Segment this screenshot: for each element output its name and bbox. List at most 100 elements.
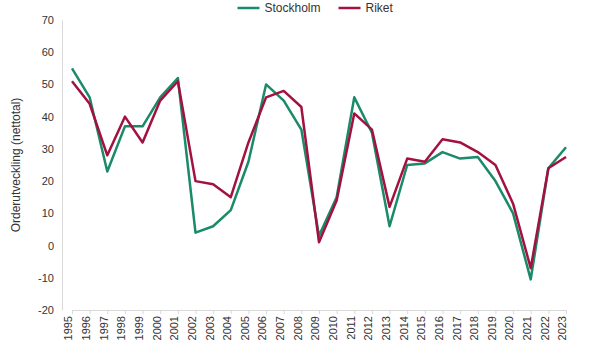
x-tick-label: 2001 bbox=[168, 316, 180, 340]
x-tick: 2009 bbox=[309, 310, 321, 340]
x-tick: 2001 bbox=[168, 310, 180, 340]
x-tick: 1998 bbox=[115, 310, 127, 340]
x-tick-mark bbox=[513, 310, 514, 314]
x-tick-mark bbox=[196, 310, 197, 314]
x-tick: 1999 bbox=[133, 310, 145, 340]
x-tick: 1996 bbox=[80, 310, 92, 340]
x-tick-mark bbox=[337, 310, 338, 314]
x-tick-label: 2016 bbox=[433, 316, 445, 340]
legend-label: Riket bbox=[366, 1, 394, 15]
x-tick-label: 2017 bbox=[450, 316, 462, 340]
y-axis-line bbox=[62, 21, 63, 311]
legend-item: Riket bbox=[339, 1, 394, 15]
x-tick: 2018 bbox=[468, 310, 480, 340]
x-tick-label: 2005 bbox=[239, 316, 251, 340]
x-tick: 2000 bbox=[151, 310, 163, 340]
y-tick-label: 60 bbox=[42, 46, 54, 58]
x-tick-mark bbox=[548, 310, 549, 314]
x-tick: 2013 bbox=[380, 310, 392, 340]
y-tick: -10 bbox=[38, 272, 62, 284]
y-tick-label: 20 bbox=[42, 175, 54, 187]
y-tick: 50 bbox=[42, 78, 62, 90]
chart: -20-100102030405060701995199619971998199… bbox=[0, 0, 601, 356]
series-line bbox=[72, 81, 566, 268]
y-axis: -20-10010203040506070 bbox=[38, 14, 62, 316]
y-tick: 20 bbox=[42, 175, 62, 187]
x-tick: 2016 bbox=[433, 310, 445, 340]
y-tick: 10 bbox=[42, 207, 62, 219]
y-tick: 70 bbox=[42, 14, 62, 26]
x-tick: 1995 bbox=[62, 310, 74, 340]
x-tick-mark bbox=[495, 310, 496, 314]
legend-swatch bbox=[339, 7, 361, 10]
x-tick-mark bbox=[248, 310, 249, 314]
x-tick-label: 2006 bbox=[256, 316, 268, 340]
x-tick: 2017 bbox=[450, 310, 462, 340]
x-tick-label: 2010 bbox=[327, 316, 339, 340]
x-tick: 2004 bbox=[221, 310, 233, 340]
x-tick: 2021 bbox=[521, 310, 533, 340]
x-tick: 2003 bbox=[203, 310, 215, 340]
x-axis: 1995 1996 1997 1998 1999 2000 2001 2002 2003 2004… bbox=[62, 310, 568, 340]
x-tick-mark bbox=[213, 310, 214, 314]
x-tick-label: 1996 bbox=[80, 316, 92, 340]
x-tick-mark bbox=[531, 310, 532, 314]
x-tick-mark bbox=[266, 310, 267, 314]
x-tick-mark bbox=[566, 310, 567, 314]
x-tick-label: 1997 bbox=[98, 316, 110, 340]
x-tick: 2020 bbox=[503, 310, 515, 340]
x-tick-label: 2019 bbox=[486, 316, 498, 340]
legend: StockholmRiket bbox=[237, 1, 393, 15]
y-tick: 60 bbox=[42, 46, 62, 58]
x-tick-label: 2009 bbox=[309, 316, 321, 340]
x-tick: 2022 bbox=[539, 310, 551, 340]
x-tick-mark bbox=[319, 310, 320, 314]
x-tick-label: 2004 bbox=[221, 316, 233, 340]
y-tick-label: -20 bbox=[38, 304, 54, 316]
x-tick-mark bbox=[460, 310, 461, 314]
plot-area bbox=[72, 68, 566, 279]
x-tick-label: 1995 bbox=[62, 316, 74, 340]
x-tick: 2008 bbox=[292, 310, 304, 340]
y-tick: 0 bbox=[48, 240, 62, 252]
x-axis-line bbox=[73, 311, 567, 315]
x-tick-mark bbox=[231, 310, 232, 314]
y-tick-label: 70 bbox=[42, 14, 54, 26]
legend-swatch bbox=[237, 7, 259, 10]
x-tick-mark bbox=[390, 310, 391, 314]
x-tick-label: 2021 bbox=[521, 316, 533, 340]
x-tick-mark bbox=[72, 310, 73, 314]
x-tick-label: 2000 bbox=[151, 316, 163, 340]
x-tick-mark bbox=[143, 310, 144, 314]
x-tick-mark bbox=[425, 310, 426, 314]
x-tick-mark bbox=[301, 310, 302, 314]
y-tick-label: 50 bbox=[42, 78, 54, 90]
x-tick-label: 2007 bbox=[274, 316, 286, 340]
x-tick: 2006 bbox=[256, 310, 268, 340]
x-tick-label: 2022 bbox=[539, 316, 551, 340]
x-tick: 2005 bbox=[239, 310, 251, 340]
x-tick: 2002 bbox=[186, 310, 198, 340]
x-tick-label: 2020 bbox=[503, 316, 515, 340]
x-tick-mark bbox=[107, 310, 108, 314]
x-tick: 2015 bbox=[415, 310, 427, 340]
x-tick-mark bbox=[478, 310, 479, 314]
x-tick-label: 2013 bbox=[380, 316, 392, 340]
x-tick-label: 2008 bbox=[292, 316, 304, 340]
x-tick-label: 2018 bbox=[468, 316, 480, 340]
x-tick-mark bbox=[372, 310, 373, 314]
x-tick: 2023 bbox=[556, 310, 568, 340]
y-tick-label: -10 bbox=[38, 272, 54, 284]
y-tick-label: 0 bbox=[48, 240, 54, 252]
x-tick: 2011 bbox=[345, 310, 357, 340]
x-tick-label: 2011 bbox=[345, 316, 357, 340]
x-tick-label: 1999 bbox=[133, 316, 145, 340]
x-tick-mark bbox=[407, 310, 408, 314]
x-tick-label: 2003 bbox=[203, 316, 215, 340]
x-tick: 1997 bbox=[98, 310, 110, 340]
x-tick-mark bbox=[354, 310, 355, 314]
x-tick-mark bbox=[125, 310, 126, 314]
y-tick: 40 bbox=[42, 111, 62, 123]
x-tick: 2014 bbox=[398, 310, 410, 340]
x-tick-label: 2014 bbox=[398, 316, 410, 340]
